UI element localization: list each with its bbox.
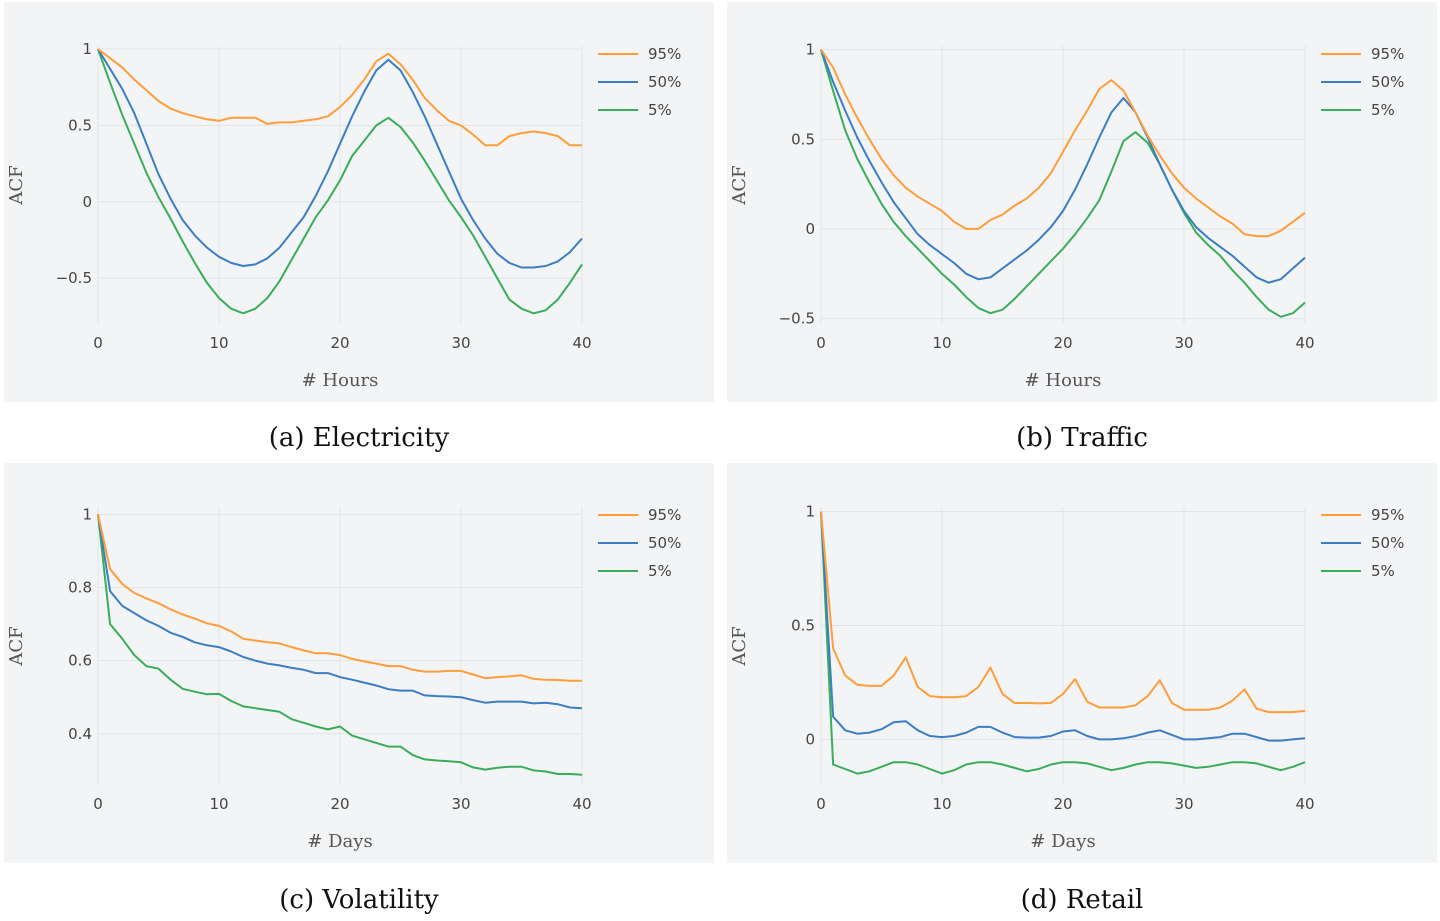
series-line-50pct [97, 48, 583, 269]
y-axis-label: ACF [6, 626, 27, 666]
caption-volatility: (c) Volatility [279, 885, 439, 915]
legend-label: 50% [648, 73, 681, 91]
y-tick-label: 0.4 [68, 725, 92, 743]
x-tick-label: 20 [1053, 795, 1072, 813]
x-tick-label: 0 [816, 334, 826, 352]
series-line-5pct [97, 514, 583, 776]
y-tick-label: 0 [82, 193, 92, 211]
x-tick-label: 10 [932, 334, 951, 352]
y-tick-label: 0.5 [68, 116, 92, 134]
series-line-5pct [820, 511, 1306, 775]
series-line-5pct [820, 49, 1306, 318]
series-line-95pct [820, 49, 1306, 238]
chart-svg-electricity: 0 10 20 30 40 −0.5 0 0.5 1 # Hours ACF 95% 50% 5% [6, 40, 681, 391]
chart-svg-volatility: 0 10 20 30 40 0.4 0.6 0.8 1 # Days ACF 95% 50% 5% [6, 505, 681, 852]
caption-electricity: (a) Electricity [268, 423, 450, 453]
legend-label: 5% [648, 562, 672, 580]
x-tick-label: 20 [1053, 334, 1072, 352]
legend-label: 95% [1371, 45, 1404, 63]
x-tick-label: 40 [1295, 795, 1314, 813]
series-line-50pct [820, 511, 1306, 742]
series-line-50pct [820, 49, 1306, 284]
x-axis-label: # Days [1030, 831, 1095, 852]
x-tick-label: 40 [1295, 334, 1314, 352]
chart-panel-retail: 0 10 20 30 40 0 0.5 1 # Days ACF 95% 50% 5% [727, 463, 1437, 863]
series-line-95pct [820, 511, 1306, 714]
legend-label: 50% [1371, 534, 1404, 552]
series-line-95pct [97, 48, 582, 147]
x-tick-label: 10 [209, 795, 228, 813]
x-tick-label: 10 [209, 334, 228, 352]
x-axis-label: # Hours [1025, 370, 1102, 391]
caption-traffic: (b) Traffic [1016, 423, 1148, 453]
y-axis-label: ACF [729, 165, 750, 205]
y-tick-label: 0.5 [791, 616, 815, 634]
legend-label: 5% [1371, 562, 1395, 580]
x-tick-label: 30 [451, 795, 470, 813]
legend-label: 95% [1371, 506, 1404, 524]
y-tick-label: 1 [82, 40, 92, 58]
legend-label: 50% [648, 534, 681, 552]
legend-label: 95% [648, 506, 681, 524]
legend-label: 50% [1371, 73, 1404, 91]
x-tick-label: 30 [1174, 795, 1193, 813]
y-tick-label: 0.8 [68, 578, 92, 596]
x-tick-label: 0 [816, 795, 826, 813]
y-axis-label: ACF [729, 626, 750, 666]
x-tick-label: 30 [1174, 334, 1193, 352]
legend-label: 95% [648, 45, 681, 63]
chart-panel-traffic: 0 10 20 30 40 −0.5 0 0.5 1 # Hours ACF 95% 50% 5% [727, 2, 1437, 402]
x-tick-label: 10 [932, 795, 951, 813]
caption-retail: (d) Retail [1020, 885, 1144, 915]
x-axis-label: # Days [307, 831, 372, 852]
legend-label: 5% [648, 101, 672, 119]
y-tick-label: 0 [805, 730, 815, 748]
y-tick-label: 1 [82, 505, 92, 523]
y-tick-label: 0.5 [791, 130, 815, 148]
x-tick-label: 30 [451, 334, 470, 352]
x-tick-label: 40 [572, 795, 591, 813]
y-axis-label: ACF [6, 165, 27, 205]
y-tick-label: −0.5 [779, 310, 815, 328]
chart-svg-retail: 0 10 20 30 40 0 0.5 1 # Days ACF 95% 50% 5% [729, 503, 1404, 852]
series-line-50pct [97, 514, 583, 710]
x-tick-label: 40 [572, 334, 591, 352]
x-tick-label: 20 [330, 795, 349, 813]
y-tick-label: 1 [805, 41, 815, 59]
y-tick-label: 1 [805, 503, 815, 521]
x-tick-label: 0 [93, 795, 103, 813]
series-line-5pct [97, 48, 583, 315]
x-axis-label: # Hours [302, 370, 379, 391]
legend-label: 5% [1371, 101, 1395, 119]
x-tick-label: 20 [330, 334, 349, 352]
chart-panel-volatility: 0 10 20 30 40 0.4 0.6 0.8 1 # Days ACF 95% 50% 5% [4, 463, 714, 863]
y-tick-label: 0.6 [68, 652, 92, 670]
y-tick-label: −0.5 [56, 269, 92, 287]
series-line-95pct [97, 514, 582, 682]
chart-panel-electricity: 0 10 20 30 40 −0.5 0 0.5 1 # Hours ACF 95% 50% 5% [4, 2, 714, 402]
x-tick-label: 0 [93, 334, 103, 352]
y-tick-label: 0 [805, 220, 815, 238]
